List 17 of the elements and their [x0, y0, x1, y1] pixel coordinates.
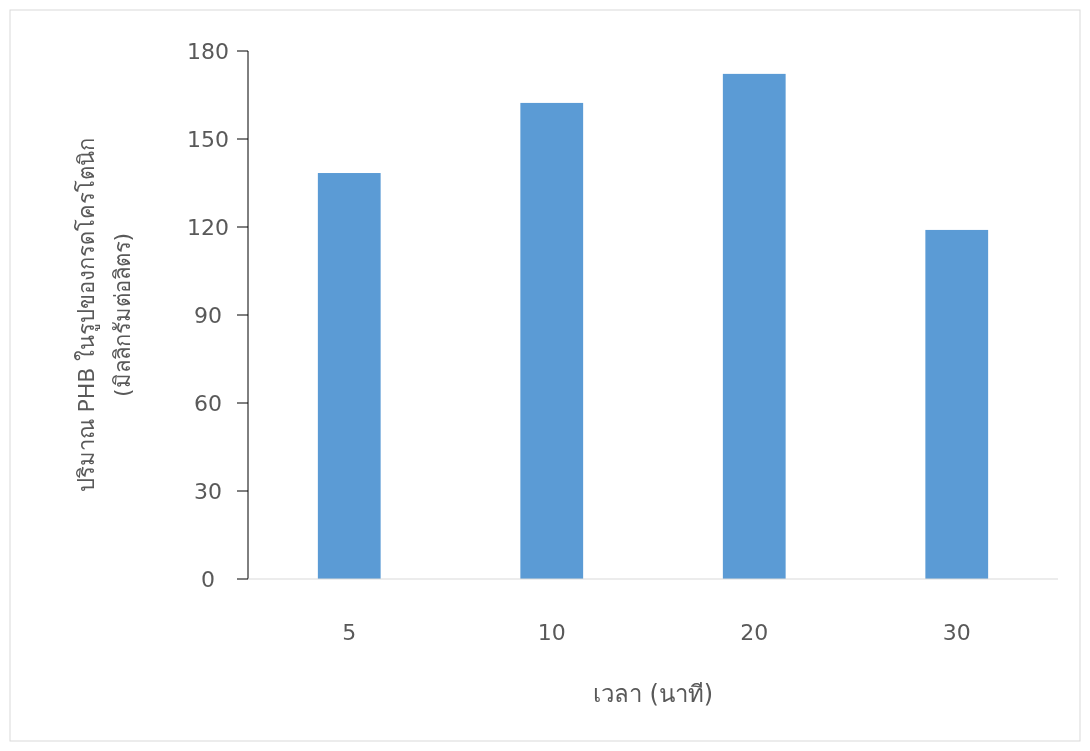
- x-tick-label: 20: [740, 620, 769, 645]
- x-tick-label: 5: [342, 620, 357, 645]
- y-axis-title: ปริมาณ PHB ในรูปของกรดโครโตนิก (มิลลิกรัมต่อลิตร): [74, 137, 135, 493]
- bar: [925, 229, 989, 579]
- bar: [722, 73, 786, 579]
- y-tick-label: 150: [187, 127, 229, 152]
- bar: [520, 102, 584, 579]
- y-tick-label: 180: [187, 39, 229, 64]
- y-tick-label: 120: [187, 215, 229, 240]
- y-tick-label: 30: [194, 479, 222, 504]
- bar: [317, 173, 381, 579]
- y-tick-label: 60: [194, 391, 222, 416]
- y-tick-label: 90: [194, 303, 222, 328]
- x-tick-label: 30: [942, 620, 971, 645]
- y-tick-label: 0: [201, 567, 215, 592]
- x-axis-title: เวลา (นาที): [592, 680, 714, 708]
- x-tick-label: 10: [537, 620, 566, 645]
